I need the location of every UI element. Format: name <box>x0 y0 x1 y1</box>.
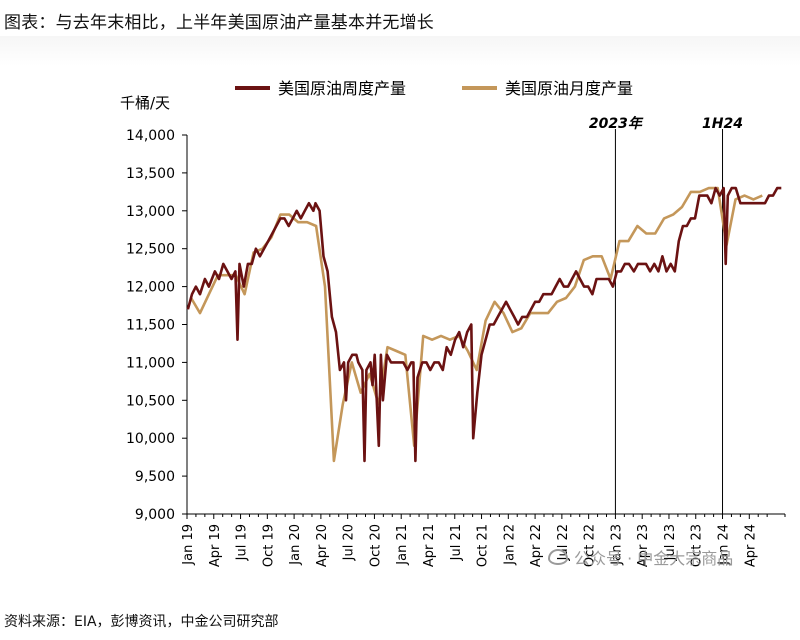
y-axis: 9,000 9,500 10,000 10,500 11,000 11,500 12,000… <box>126 128 188 523</box>
x-tick-label: Oct 21 <box>476 524 491 567</box>
legend-label-monthly: 美国原油月度产量 <box>505 79 633 98</box>
x-tick-label: Jul 20 <box>342 524 357 561</box>
annotation-label: 1H24 <box>702 116 743 132</box>
y-tick-label: 14,000 <box>126 128 175 144</box>
x-tick-label: Jan 23 <box>609 524 624 566</box>
x-axis: Jan 19 Apr 19 Jul 19 Oct 19 Jan 20 Apr 20 Jul … <box>181 513 786 567</box>
x-tick-label: Oct 22 <box>583 524 598 567</box>
legend-label-weekly: 美国原油周度产量 <box>278 79 406 98</box>
weekly-production-line <box>186 186 782 463</box>
x-tick-label: Jul 23 <box>663 524 678 561</box>
annotation-label: 2023年 <box>589 115 644 132</box>
x-tick-label: Oct 19 <box>261 524 276 567</box>
y-tick-label: 12,000 <box>126 280 175 296</box>
y-tick-label: 9,000 <box>135 507 175 523</box>
page-title: 图表：与去年末相比，上半年美国原油产量基本并无增长 <box>4 13 434 33</box>
watermark: 公众号 · 中金大宗商品 <box>548 545 733 569</box>
monthly-production-line <box>189 186 763 463</box>
x-tick-label: Apr 23 <box>636 524 651 567</box>
watermark-text: 公众号 · 中金大宗商品 <box>574 549 734 568</box>
x-tick-label: Oct 23 <box>690 524 705 567</box>
source-note: 资料来源：EIA，彭博资讯，中金公司研究部 <box>4 614 279 630</box>
y-tick-label: 10,000 <box>126 431 175 447</box>
y-tick-label: 13,000 <box>126 204 175 220</box>
x-tick-label: Apr 22 <box>529 524 544 567</box>
x-tick-label: Jan 21 <box>395 524 410 566</box>
chart-area: 美国原油周度产量 美国原油月度产量 千桶/天 9,000 9,500 10,000 1… <box>0 36 800 596</box>
y-tick-label: 11,000 <box>126 355 175 371</box>
y-tick-label: 13,500 <box>126 166 175 182</box>
x-tick-label: Jul 19 <box>235 524 250 561</box>
x-tick-label: Apr 21 <box>422 524 437 567</box>
y-axis-label: 千桶/天 <box>120 94 170 112</box>
x-tick-label: Jan 20 <box>288 524 303 566</box>
x-tick-label: Jul 21 <box>449 524 464 561</box>
wechat-icon <box>548 549 568 565</box>
annotations: 2023年 1H24 <box>589 115 743 514</box>
x-tick-label: Jan 22 <box>502 524 517 566</box>
x-tick-label: Jan 19 <box>181 524 196 566</box>
y-tick-label: 12,500 <box>126 242 175 258</box>
legend: 美国原油周度产量 美国原油月度产量 <box>235 79 633 98</box>
line-chart: 美国原油周度产量 美国原油月度产量 千桶/天 9,000 9,500 10,000 1… <box>120 79 786 567</box>
x-tick-label: Apr 24 <box>743 524 758 567</box>
x-tick-label: Apr 19 <box>208 524 223 567</box>
y-tick-label: 10,500 <box>126 393 175 409</box>
y-tick-label: 11,500 <box>126 318 175 334</box>
x-tick-label: Jan 24 <box>717 524 732 566</box>
x-tick-label: Apr 20 <box>315 524 330 567</box>
x-tick-label: Oct 20 <box>368 524 383 567</box>
y-tick-label: 9,500 <box>135 469 175 485</box>
series-lines <box>186 186 782 463</box>
